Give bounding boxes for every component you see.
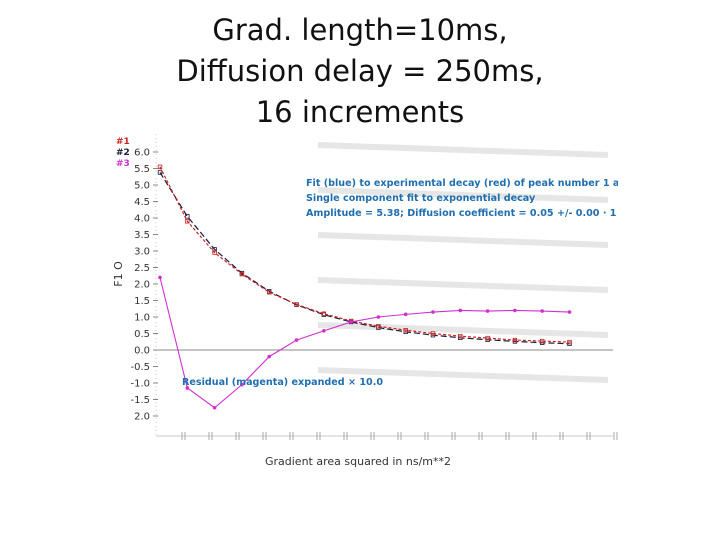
y-tick-label: 4.5	[134, 197, 150, 208]
fit-annotation-line-1: Fit (blue) to experimental decay (red) o…	[306, 178, 618, 189]
data-point-residual	[431, 310, 435, 314]
slide-title: Grad. length=10ms, Diffusion delay = 250…	[0, 10, 720, 133]
residual-annotation: Residual (magenta) expanded × 10.0	[182, 377, 383, 388]
series-line-fit	[159, 172, 570, 345]
x-axis-label: Gradient area squared in ns/m**2	[265, 455, 451, 468]
y-tick-label: 2.0	[134, 280, 150, 291]
y-tick-label: 4.0	[134, 214, 150, 225]
data-point-experimental	[567, 339, 572, 345]
data-point-experimental	[185, 219, 190, 224]
data-point-residual	[158, 275, 162, 280]
data-point-residual	[376, 315, 381, 319]
y-tick-label: 5.5	[134, 164, 150, 175]
y-axis-label: F1 O	[112, 261, 125, 287]
data-point-experimental	[294, 302, 299, 307]
title-line-1: Grad. length=10ms,	[212, 13, 508, 47]
data-point-residual	[212, 405, 217, 410]
data-point-experimental	[376, 324, 381, 329]
data-point-experimental	[266, 290, 272, 295]
y-tick-label: 5.0	[134, 181, 150, 192]
y-tick-label: 0.0	[134, 346, 150, 357]
data-point-residual	[349, 320, 353, 324]
data-point-experimental	[485, 335, 490, 341]
data-point-fit	[185, 214, 190, 219]
background-ghost-line	[317, 142, 609, 158]
fit-annotation-line-2: Single component fit to exponential deca…	[306, 193, 536, 204]
data-point-experimental	[212, 250, 217, 255]
trace-label: #3	[116, 159, 130, 169]
data-point-residual	[485, 309, 490, 313]
y-tick-label: 0.5	[134, 329, 150, 340]
background-ghost-line	[317, 367, 609, 383]
title-line-3: 16 increments	[255, 95, 465, 129]
data-point-residual	[540, 309, 544, 313]
background-ghost-line	[317, 232, 609, 248]
data-point-experimental	[458, 333, 463, 339]
y-tick-label: -1.5	[130, 395, 150, 406]
y-tick-label: 3.0	[134, 247, 150, 258]
series-line-residual	[159, 277, 570, 409]
data-point-residual	[185, 386, 190, 390]
data-point-experimental	[430, 331, 436, 336]
data-point-experimental	[239, 271, 245, 277]
series-line-experimental	[159, 166, 570, 343]
data-point-experimental	[321, 311, 326, 316]
data-point-residual	[567, 310, 572, 314]
y-tick-label: 2.0	[134, 412, 150, 423]
data-point-residual	[403, 312, 408, 317]
y-tick-label: 1.5	[134, 296, 150, 307]
data-point-residual	[513, 308, 517, 313]
background-ghost-line	[317, 322, 609, 338]
data-point-residual	[267, 354, 271, 359]
data-point-experimental	[157, 164, 163, 170]
y-tick-label: -0.5	[130, 362, 150, 373]
y-tick-label: 3.5	[134, 230, 150, 241]
data-point-experimental	[539, 338, 545, 344]
data-point-residual	[458, 308, 463, 313]
background-ghost-line	[317, 277, 609, 293]
data-point-experimental	[403, 327, 408, 333]
y-tick-label: 2.5	[134, 263, 150, 274]
title-line-2: Diffusion delay = 250ms,	[176, 54, 544, 88]
background-ghost-line	[317, 187, 609, 203]
y-tick-label: 1.0	[134, 313, 150, 324]
data-point-fit	[157, 170, 163, 175]
data-point-residual	[240, 382, 244, 387]
diffusion-fit-chart: 6.0 5.5 5.0 4.5 4.0 3.5 3.0 2.5 2.0 1.5 1.0 0.5 0.0 -…	[112, 134, 651, 468]
trace-label: #2	[116, 148, 130, 158]
trace-label: #1	[116, 137, 130, 147]
data-point-residual	[294, 338, 299, 342]
data-point-residual	[322, 329, 326, 333]
plot-area: 6.0 5.5 5.0 4.5 4.0 3.5 3.0 2.5 2.0 1.5 1.0 0.5 0.0 -…	[108, 120, 651, 485]
y-tick-label: -1.0	[130, 379, 150, 390]
fit-annotation-line-3: Amplitude = 5.38; Diffusion coefficient …	[306, 208, 617, 219]
y-tick-label: 6.0	[134, 148, 150, 159]
data-point-experimental	[512, 337, 518, 343]
